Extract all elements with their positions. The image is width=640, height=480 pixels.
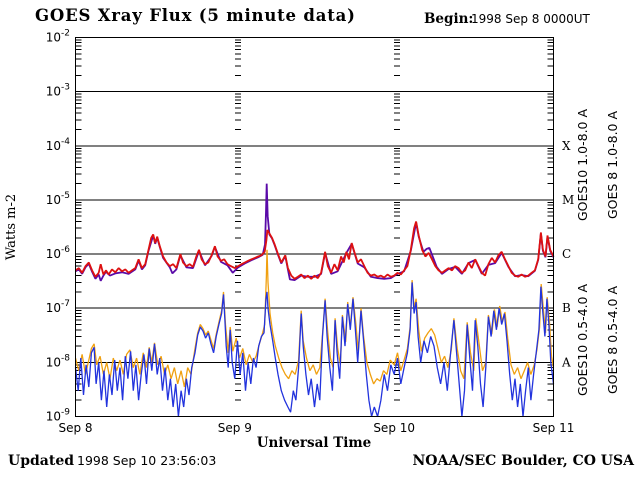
legend-entry-1: GOES10 1.0-8.0 A [575, 109, 590, 221]
legend-entry-2: GOES 8 1.0-8.0 A [605, 111, 620, 219]
series-line-3 [74, 249, 555, 388]
chart-title: GOES Xray Flux (5 minute data) [35, 6, 356, 25]
x-tick-label: Sep 10 [373, 421, 415, 435]
updated-label: Updated [8, 453, 74, 469]
y-tick-label: 10-4 [46, 137, 71, 153]
gridlines [75, 91, 554, 363]
x-tick-labels: Sep 8 Sep 9 Sep 10 Sep 11 [58, 421, 574, 435]
series-line-4 [74, 282, 555, 417]
updated-value: 1998 Sep 10 23:56:03 [77, 453, 216, 468]
x-tick-label: Sep 11 [533, 421, 575, 435]
y-axis-title: Watts m-2 [4, 194, 19, 260]
legend-entry-3: GOES10 0.5-4.0 A [575, 284, 590, 396]
x-axis-title: Universal Time [257, 435, 372, 451]
y-tick-label: 10-9 [46, 408, 71, 424]
y-tick-label: 10-8 [46, 353, 71, 369]
series-lines [74, 183, 555, 417]
plot-border [75, 37, 554, 417]
flare-class-letter: A [561, 355, 571, 369]
legend: GOES10 1.0-8.0 A GOES 8 1.0-8.0 A GOES10 0… [575, 109, 620, 396]
y-tick-label: 10-6 [46, 245, 71, 261]
credit-text: NOAA/SEC Boulder, CO USA [413, 453, 636, 469]
axis-ticks [75, 39, 554, 401]
begin-value: 1998 Sep 8 0000UT [471, 12, 591, 26]
series-line-2 [74, 221, 555, 280]
flare-class-letter: X [562, 139, 571, 153]
begin-label: Begin: [424, 11, 473, 27]
y-tick-label: 10-3 [46, 83, 70, 99]
flare-class-letter: M [562, 193, 574, 207]
series-line-1 [75, 183, 555, 282]
y-tick-label: 10-7 [46, 299, 70, 315]
x-tick-label: Sep 8 [58, 421, 92, 435]
flare-class-letter: C [562, 247, 571, 261]
flare-class-letter: B [562, 301, 571, 315]
plot-box [75, 37, 554, 417]
y-tick-label: 10-5 [46, 191, 70, 207]
flare-class-letters: X M C B A [561, 139, 574, 370]
y-tick-label: 10-2 [46, 29, 70, 45]
x-tick-label: Sep 9 [218, 421, 252, 435]
legend-entry-4: GOES 8 0.5-4.0 A [605, 286, 620, 394]
y-tick-labels: 10-2 10-3 10-4 10-5 10-6 10-7 10-8 10-9 [46, 29, 71, 424]
